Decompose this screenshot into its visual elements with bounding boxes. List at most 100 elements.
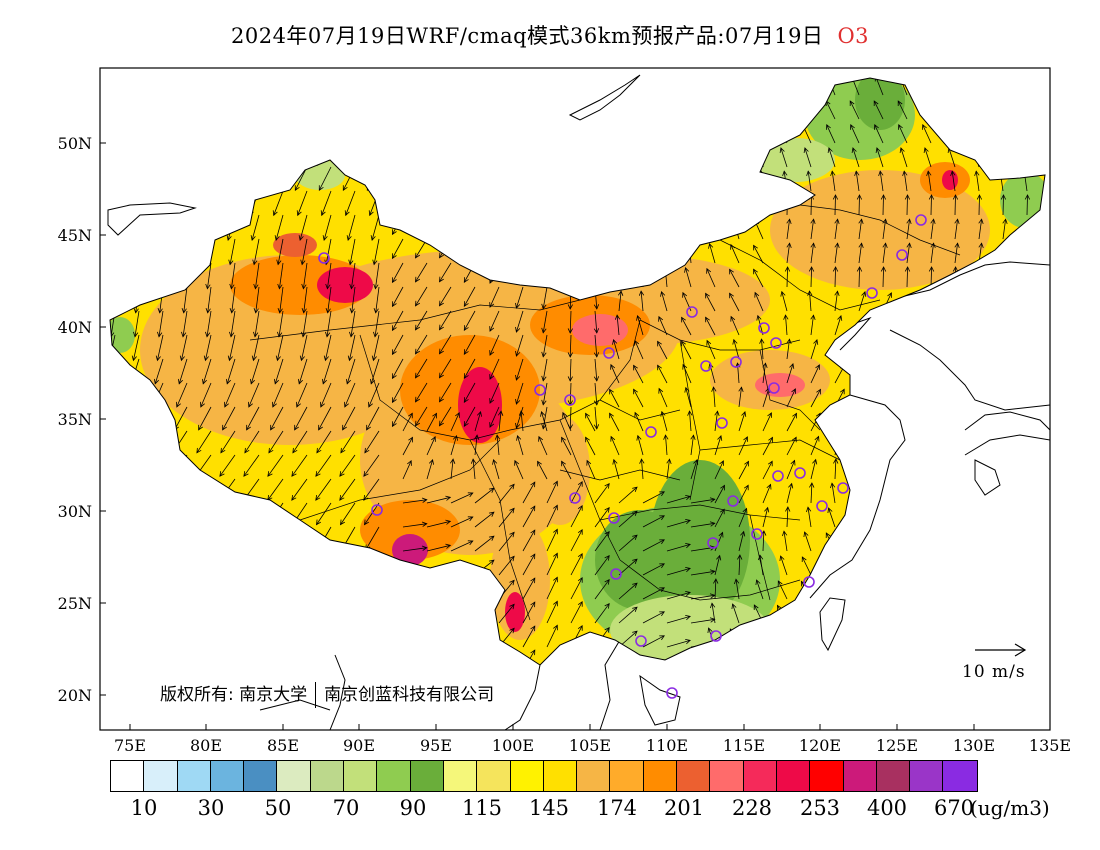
wind-arrow-head (720, 484, 725, 491)
wind-arrow (516, 406, 524, 429)
colorbar-label: 115 (461, 796, 503, 820)
wind-arrow (474, 511, 495, 528)
wind-arrow (834, 219, 838, 240)
wind-arrow (267, 478, 284, 501)
wind-arrow-head (729, 268, 734, 275)
wind-arrow-head (541, 399, 547, 406)
wind-arrow (978, 219, 982, 240)
wind-arrow-head (530, 553, 536, 560)
wind-arrow (875, 78, 884, 96)
wind-arrow-head (659, 515, 665, 521)
wind-arrow (522, 505, 536, 528)
wind-arrow (661, 411, 668, 432)
wind-arrow (954, 219, 958, 240)
wind-arrow-head (243, 471, 249, 477)
wind-arrow (133, 334, 140, 361)
wind-arrow-head (277, 283, 283, 290)
wind-arrow-head (632, 534, 638, 540)
wind-arrow-head (663, 434, 669, 440)
wind-arrow-head (899, 147, 905, 153)
wind-arrow (714, 435, 722, 456)
wind-arrow (781, 291, 788, 312)
wind-arrow-head (325, 331, 331, 338)
wind-arrow-head (349, 307, 355, 314)
colorbar-swatch (177, 761, 211, 791)
wind-arrow (277, 334, 284, 361)
wind-arrow-head (252, 259, 258, 266)
wind-arrow (373, 334, 380, 361)
wind-arrow-head (391, 373, 397, 380)
lon-tick-label: 100E (491, 736, 535, 755)
wind-arrow (682, 364, 692, 384)
wind-arrow (316, 430, 332, 454)
wind-arrow-head (604, 603, 610, 609)
wind-arrow (392, 262, 404, 283)
wind-arrow (474, 535, 495, 552)
wind-arrow (291, 478, 308, 501)
wind-arrow (196, 430, 212, 454)
station-marker (710, 630, 722, 642)
wind-arrow (876, 147, 884, 168)
wind-arrow-head (1000, 194, 1007, 200)
wind-arrow (642, 491, 665, 504)
wind-arrow-head (685, 591, 691, 597)
wind-arrow (450, 435, 457, 456)
wind-arrow (321, 190, 332, 216)
wind-arrow (402, 437, 413, 456)
wind-arrow-head (489, 326, 495, 332)
wind-arrow-head (880, 194, 887, 200)
wind-arrow-head (538, 435, 544, 442)
wind-arrow (616, 315, 620, 336)
colorbar-label: 400 (866, 796, 908, 820)
wind-arrow-head (391, 325, 397, 332)
wind-arrow (618, 291, 622, 312)
wind-arrow (570, 481, 583, 504)
lat-tick-label: 25N (57, 594, 92, 613)
station-marker (803, 576, 815, 588)
wind-arrow-head (463, 301, 469, 307)
wind-arrow (522, 601, 536, 624)
wind-arrow (426, 413, 437, 432)
wind-arrow (810, 266, 812, 288)
wind-arrow (514, 460, 524, 480)
wind-arrow-head (222, 424, 227, 431)
wind-arrow-head (364, 447, 370, 454)
wind-arrow-head (439, 396, 444, 403)
wind-arrow-head (155, 355, 161, 362)
colorbar-swatch (443, 761, 478, 791)
wind-arrow-head (856, 266, 863, 272)
wind-arrow (569, 358, 572, 382)
wind-arrow-head (954, 218, 960, 225)
wind-arrow-head (200, 401, 205, 408)
wind-arrow-head (659, 563, 665, 569)
wind-arrow (546, 601, 558, 624)
wind-arrow (489, 334, 500, 356)
lon-tick-label: 75E (113, 736, 147, 755)
wind-arrow (753, 245, 764, 264)
wind-arrow (351, 262, 356, 289)
wind-arrow-head (657, 340, 662, 347)
wind-arrow (882, 243, 886, 264)
wind-arrow-head (322, 378, 327, 385)
wind-arrow-head (709, 497, 716, 503)
wind-arrow-head (347, 355, 353, 362)
station-marker (716, 417, 728, 429)
wind-arrow (402, 460, 412, 480)
wind-arrow (613, 459, 620, 480)
wind-arrow-head (318, 185, 324, 191)
station-marker (772, 470, 784, 482)
wind-arrow-head (315, 495, 321, 501)
wind-arrow (522, 625, 536, 648)
wind-arrow-head (515, 350, 521, 357)
wind-arrow-head (803, 531, 809, 538)
wind-arrow-head (415, 372, 421, 379)
wind-arrow (690, 459, 698, 480)
wind-arrow-head (790, 459, 796, 466)
colorbar-swatch (210, 761, 245, 791)
wind-arrow (562, 412, 572, 432)
wind-arrow (951, 171, 956, 192)
wind-arrow-head (786, 218, 792, 225)
wind-arrow (786, 506, 789, 528)
wind-arrow-head (541, 303, 547, 310)
wind-arrow (268, 430, 284, 454)
